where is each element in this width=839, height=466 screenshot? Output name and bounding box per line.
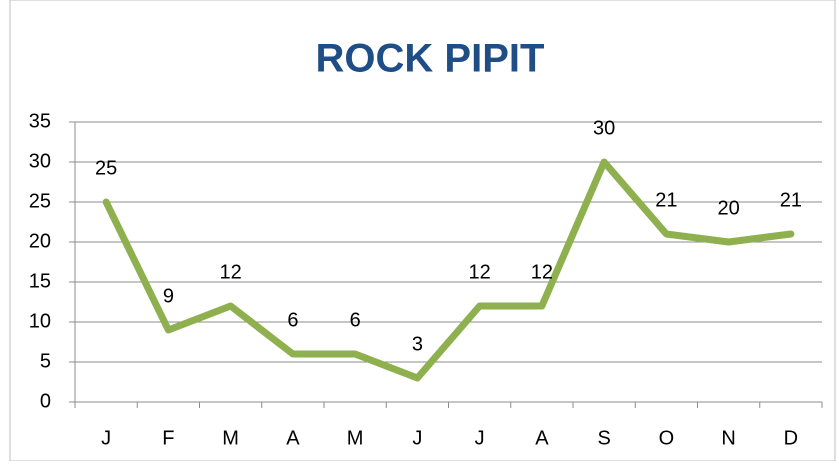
x-tick-label: M bbox=[347, 427, 364, 449]
x-tick-label: J bbox=[412, 427, 422, 449]
x-tick-label: J bbox=[475, 427, 485, 449]
x-tick-label: A bbox=[535, 427, 549, 449]
y-tick-label: 10 bbox=[29, 310, 51, 332]
x-tick-label: A bbox=[286, 427, 300, 449]
data-label: 12 bbox=[531, 261, 553, 283]
y-tick-label: 15 bbox=[29, 270, 51, 292]
chart-title: ROCK PIPIT bbox=[316, 37, 545, 81]
data-label: 3 bbox=[412, 333, 423, 355]
x-tick-label: O bbox=[659, 427, 675, 449]
chart-border bbox=[9, 0, 836, 462]
data-label: 6 bbox=[287, 309, 298, 331]
data-label: 12 bbox=[220, 261, 242, 283]
y-tick-label: 20 bbox=[29, 230, 51, 252]
data-label: 21 bbox=[655, 189, 677, 211]
data-label: 6 bbox=[350, 309, 361, 331]
data-label: 20 bbox=[718, 197, 740, 219]
y-tick-label: 5 bbox=[40, 350, 51, 372]
x-tick-label: M bbox=[222, 427, 239, 449]
data-label: 21 bbox=[780, 189, 802, 211]
y-tick-label: 0 bbox=[40, 390, 51, 412]
x-tick-label: F bbox=[162, 427, 174, 449]
data-label: 9 bbox=[163, 285, 174, 307]
y-tick-label: 25 bbox=[29, 190, 51, 212]
y-tick-label: 35 bbox=[29, 110, 51, 132]
data-label: 12 bbox=[469, 261, 491, 283]
data-line bbox=[102, 158, 795, 382]
y-tick-label: 30 bbox=[29, 150, 51, 172]
data-label: 25 bbox=[95, 157, 117, 179]
x-tick-label: S bbox=[597, 427, 610, 449]
x-tick-label: J bbox=[101, 427, 111, 449]
data-label: 30 bbox=[593, 117, 615, 139]
x-tick-label: N bbox=[721, 427, 735, 449]
x-tick-label: D bbox=[784, 427, 798, 449]
